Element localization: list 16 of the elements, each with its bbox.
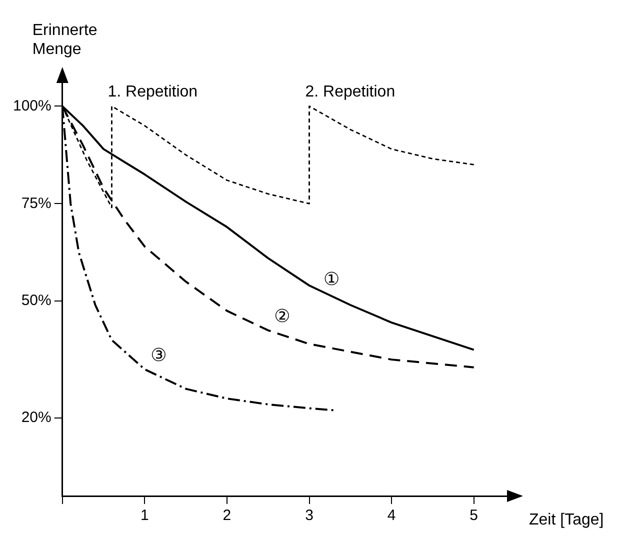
x-axis-title: Zeit [Tage] xyxy=(529,511,604,528)
annotation: 2. Repetition xyxy=(305,84,396,101)
y-tick-label: 100% xyxy=(12,97,52,114)
annotation: 1. Repetition xyxy=(108,84,198,101)
annotation: ① xyxy=(323,268,340,290)
x-tick-label: 2 xyxy=(222,507,232,524)
x-tick-label: 4 xyxy=(387,507,396,524)
annotation: ② xyxy=(274,306,290,327)
y-axis-title: Erinnerte Menge xyxy=(32,22,98,58)
x-tick-label: 3 xyxy=(305,507,314,524)
x-tick-label: 5 xyxy=(470,507,478,524)
y-tick-label: 50% xyxy=(21,292,52,310)
annotation: ③ xyxy=(150,344,167,366)
y-tick-label: 20% xyxy=(21,409,52,426)
x-tick-label: 1 xyxy=(140,507,149,524)
y-tick-label: 75% xyxy=(21,194,52,212)
